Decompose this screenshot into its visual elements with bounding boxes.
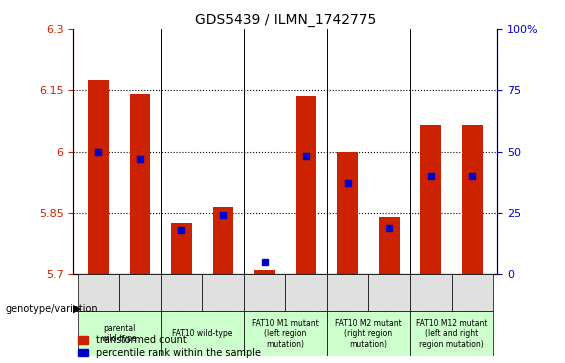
FancyBboxPatch shape (77, 274, 119, 311)
FancyBboxPatch shape (160, 311, 244, 356)
Legend: transformed count, percentile rank within the sample: transformed count, percentile rank withi… (79, 335, 261, 358)
Bar (462, 125, 483, 274)
Bar (379, 217, 399, 274)
Bar (212, 207, 233, 274)
FancyBboxPatch shape (327, 311, 410, 356)
FancyBboxPatch shape (368, 274, 410, 311)
Text: FAT10 wild-type: FAT10 wild-type (172, 329, 232, 338)
FancyBboxPatch shape (77, 311, 160, 356)
Bar (337, 152, 358, 274)
FancyBboxPatch shape (410, 274, 451, 311)
FancyBboxPatch shape (285, 274, 327, 311)
Bar (88, 80, 108, 274)
Text: FAT10 M1 mutant
(left region
mutation): FAT10 M1 mutant (left region mutation) (252, 319, 319, 348)
Bar (254, 270, 275, 274)
Text: FAT10 M12 mutant
(left and right
region mutation): FAT10 M12 mutant (left and right region … (416, 319, 487, 348)
Text: ▶: ▶ (73, 303, 82, 314)
FancyBboxPatch shape (160, 274, 202, 311)
FancyBboxPatch shape (327, 274, 368, 311)
Text: FAT10 M2 mutant
(right region
mutation): FAT10 M2 mutant (right region mutation) (335, 319, 402, 348)
Bar (420, 125, 441, 274)
Bar (129, 94, 150, 274)
FancyBboxPatch shape (244, 311, 327, 356)
FancyBboxPatch shape (119, 274, 160, 311)
FancyBboxPatch shape (451, 274, 493, 311)
FancyBboxPatch shape (244, 274, 285, 311)
Bar (171, 223, 192, 274)
Bar (295, 97, 316, 274)
FancyBboxPatch shape (410, 311, 493, 356)
Text: parental
wild-type: parental wild-type (101, 324, 137, 343)
Title: GDS5439 / ILMN_1742775: GDS5439 / ILMN_1742775 (195, 13, 376, 26)
FancyBboxPatch shape (202, 274, 244, 311)
Text: genotype/variation: genotype/variation (6, 303, 98, 314)
